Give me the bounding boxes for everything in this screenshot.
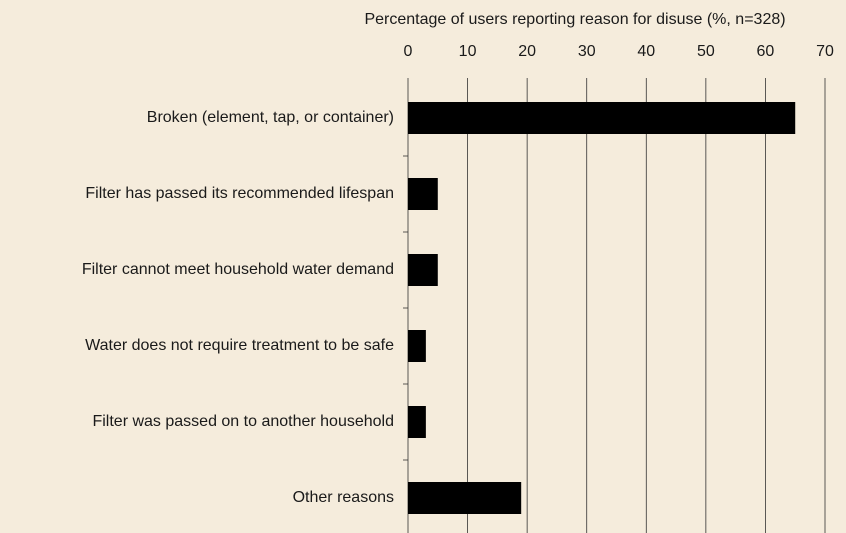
y-tick-label: Other reasons <box>293 489 394 506</box>
x-tick-label: 0 <box>404 43 413 60</box>
x-tick-label: 20 <box>518 43 536 60</box>
y-tick-label: Filter has passed its recommended lifesp… <box>85 185 394 202</box>
bar <box>408 482 522 514</box>
x-tick-label: 40 <box>637 43 655 60</box>
x-tick-label: 50 <box>697 43 715 60</box>
bar <box>408 330 426 362</box>
y-tick-label: Filter was passed on to another househol… <box>92 413 394 430</box>
bar <box>408 406 426 438</box>
bar <box>408 254 438 286</box>
y-tick-label: Broken (element, tap, or container) <box>147 109 394 126</box>
x-tick-label: 10 <box>459 43 477 60</box>
bar <box>408 178 438 210</box>
x-tick-label: 30 <box>578 43 596 60</box>
x-tick-label: 70 <box>816 43 834 60</box>
bar <box>408 102 796 134</box>
x-tick-label: 60 <box>757 43 775 60</box>
axis-title: Percentage of users reporting reason for… <box>364 11 785 28</box>
y-tick-label: Water does not require treatment to be s… <box>85 337 394 354</box>
y-tick-label: Filter cannot meet household water deman… <box>82 261 394 278</box>
